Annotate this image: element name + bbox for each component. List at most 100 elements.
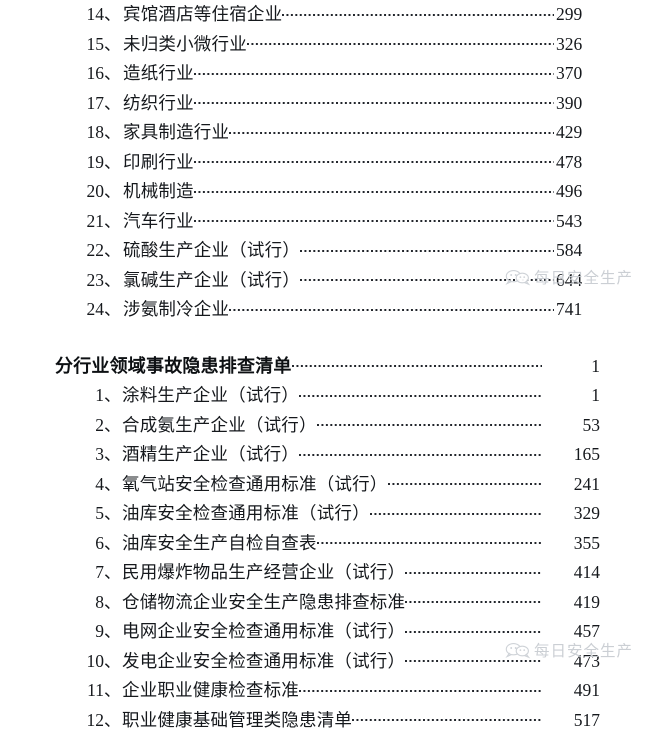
toc-entry-page-number: 478 [554,152,600,173]
toc-entry-page-number: 419 [542,592,600,613]
dot-leader [194,211,554,227]
section-heading-page-number: 1 [542,356,600,377]
dot-leader [405,562,542,578]
toc-entry-separator: 、 [104,706,122,731]
toc-entry[interactable]: 23、氯碱生产企业（试行）644 [0,266,658,296]
toc-entry-title: 纺织行业 [122,90,194,115]
dot-leader [292,356,542,372]
dot-leader [405,621,542,637]
toc-entry-separator: 、 [104,558,122,583]
toc-entry[interactable]: 5、油库安全检查通用标准（试行）329 [0,499,658,529]
toc-entry[interactable]: 7、民用爆炸物品生产经营企业（试行）414 [0,558,658,588]
toc-entry-separator: 、 [104,266,122,291]
dot-leader [300,240,554,256]
section-heading-title: 分行业领域事故隐患排查清单 [55,352,292,378]
toc-entry-number: 24 [68,299,104,320]
toc-entry-separator: 、 [104,381,122,406]
toc-section-heading[interactable]: 分行业领域事故隐患排查清单 1 [0,352,658,382]
dot-leader [194,63,554,79]
toc-entry-page-number: 584 [554,240,600,261]
toc-entry-separator: 、 [104,617,122,642]
toc-entry-number: 22 [68,240,104,261]
toc-entry-number: 2 [68,415,104,436]
toc-entry-number: 16 [68,63,104,84]
toc-entry-title: 涂料生产企业（试行） [122,382,299,407]
toc-entry-number: 14 [68,4,104,25]
toc-entry-title: 造纸行业 [122,60,194,85]
toc-entry-separator: 、 [104,118,122,143]
toc-entry-separator: 、 [104,148,122,173]
toc-entry-title: 印刷行业 [122,149,194,174]
toc-entry[interactable]: 2、合成氨生产企业（试行） 53 [0,411,658,441]
dot-leader [299,680,542,696]
toc-entry-title: 机械制造 [122,178,194,203]
toc-entry-title: 酒精生产企业（试行） [122,441,299,466]
toc-entry-separator: 、 [104,470,122,495]
toc-entry-title: 家具制造行业 [122,119,229,144]
toc-entry[interactable]: 9、电网企业安全检查通用标准（试行） 457 [0,617,658,647]
toc-entry[interactable]: 15、未归类小微行业 326 [0,30,658,60]
toc-entry-separator: 、 [104,295,122,320]
toc-entry[interactable]: 19、印刷行业 478 [0,148,658,178]
toc-entry-number: 19 [68,152,104,173]
toc-entry-separator: 、 [104,207,122,232]
toc-entry[interactable]: 1、涂料生产企业（试行）1 [0,381,658,411]
dot-leader [317,415,542,431]
toc-entry-separator: 、 [104,499,122,524]
dot-leader [194,181,554,197]
dot-leader [229,122,554,138]
toc-entry[interactable]: 10、发电企业安全检查通用标准（试行）473 [0,647,658,677]
toc-entry-separator: 、 [104,676,122,701]
toc-entry[interactable]: 4、氧气站安全检查通用标准（试行）241 [0,470,658,500]
toc-entry-title: 油库安全生产自检自查表 [122,530,317,555]
toc-entry-separator: 、 [104,177,122,202]
toc-entry-number: 3 [68,444,104,465]
toc-entry-separator: 、 [104,59,122,84]
toc-entry-title: 电网企业安全检查通用标准（试行） [122,618,405,643]
toc-entry-number: 7 [68,562,104,583]
toc-entry-title: 合成氨生产企业（试行） [122,412,317,437]
toc-entry-separator: 、 [104,588,122,613]
toc-entry-page-number: 517 [542,710,600,731]
toc-entry-number: 15 [68,34,104,55]
toc-entry-separator: 、 [104,529,122,554]
toc-entry-page-number: 491 [542,680,600,701]
toc-entry-title: 氧气站安全检查通用标准（试行） [122,471,388,496]
toc-entry-separator: 、 [104,89,122,114]
toc-entry-number: 9 [68,621,104,642]
dot-leader [282,4,554,20]
toc-entry-page-number: 53 [542,415,600,436]
toc-entry-number: 6 [68,533,104,554]
toc-entry-page-number: 241 [542,474,600,495]
toc-entry-separator: 、 [104,236,122,261]
toc-entry-page-number: 473 [542,651,600,672]
toc-entry-page-number: 457 [542,621,600,642]
toc-entry[interactable]: 3、酒精生产企业（试行）165 [0,440,658,470]
toc-entry-separator: 、 [104,411,122,436]
toc-entry-page-number: 1 [542,385,600,406]
dot-leader [317,533,542,549]
toc-entry-title: 未归类小微行业 [122,31,247,56]
dot-leader [405,651,542,667]
toc-entry-number: 18 [68,122,104,143]
toc-entry-number: 20 [68,181,104,202]
toc-entry-separator: 、 [104,30,122,55]
toc-entry-page-number: 326 [554,34,600,55]
toc-entry-page-number: 414 [542,562,600,583]
toc-entry[interactable]: 22、硫酸生产企业（试行）584 [0,236,658,266]
toc-entry-page-number: 644 [554,270,600,291]
